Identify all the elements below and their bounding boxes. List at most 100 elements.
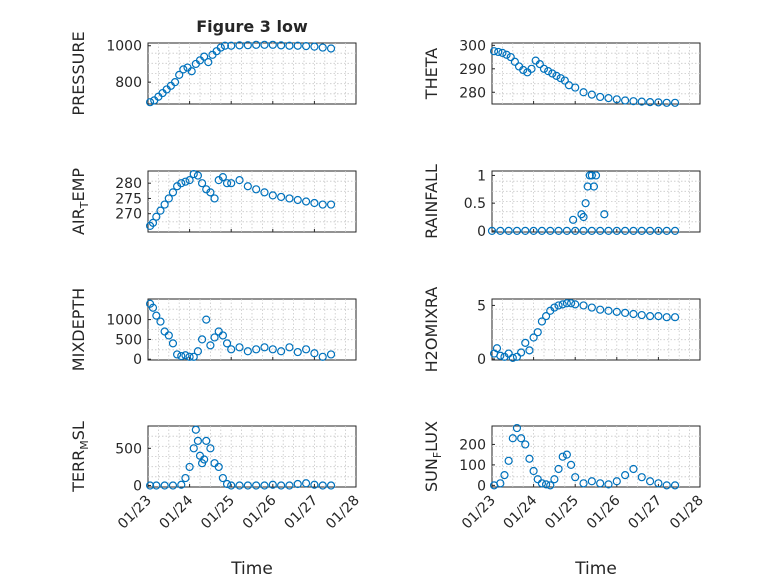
data-point bbox=[552, 71, 561, 80]
data-point bbox=[535, 60, 544, 69]
data-point bbox=[508, 434, 517, 443]
data-point bbox=[492, 344, 502, 353]
data-point bbox=[318, 352, 327, 361]
data-point bbox=[170, 78, 180, 87]
data-point bbox=[197, 335, 207, 344]
data-point bbox=[301, 345, 311, 354]
data-point bbox=[662, 481, 671, 490]
data-point bbox=[235, 343, 244, 352]
data-point bbox=[206, 444, 215, 453]
data-point bbox=[487, 226, 497, 235]
chart-title: Figure 3 low bbox=[196, 17, 308, 36]
data-point bbox=[293, 41, 302, 50]
data-point bbox=[496, 351, 505, 360]
data-point bbox=[293, 195, 302, 205]
y-tick-label: 800 bbox=[115, 75, 142, 91]
data-point bbox=[645, 226, 655, 235]
data-point bbox=[517, 434, 526, 443]
data-point bbox=[189, 444, 198, 453]
data-point bbox=[148, 303, 158, 312]
data-point bbox=[243, 481, 252, 490]
data-point bbox=[277, 347, 286, 356]
data-point bbox=[185, 176, 194, 185]
plot-area bbox=[491, 170, 701, 233]
y-tick-label: 200 bbox=[459, 437, 486, 453]
data-point bbox=[152, 311, 161, 320]
data-point bbox=[496, 226, 505, 235]
data-point bbox=[164, 194, 173, 203]
data-point bbox=[210, 333, 219, 342]
data-point bbox=[218, 173, 227, 182]
data-point bbox=[558, 300, 567, 309]
data-point bbox=[629, 309, 638, 319]
data-point bbox=[175, 70, 184, 79]
data-point bbox=[645, 312, 655, 321]
panel-terr-msl: 0 500 01/23 01/24 01/25 01/26 01/27 01/28 TERRMS… bbox=[69, 421, 363, 532]
data-point bbox=[268, 480, 277, 489]
data-point bbox=[560, 76, 569, 85]
y-tick-label: 290 bbox=[459, 62, 486, 78]
data-point bbox=[185, 462, 194, 472]
data-point bbox=[554, 301, 563, 310]
data-point bbox=[544, 67, 553, 76]
data-point bbox=[589, 182, 599, 191]
data-point bbox=[629, 97, 638, 106]
y-tick-label: 300 bbox=[459, 38, 486, 54]
data-point bbox=[587, 477, 596, 486]
data-point bbox=[600, 210, 609, 219]
plot-area bbox=[491, 298, 701, 361]
data-point bbox=[537, 317, 547, 326]
data-point bbox=[268, 345, 277, 354]
data-point bbox=[554, 226, 563, 235]
data-point bbox=[189, 169, 198, 179]
data-point bbox=[541, 480, 551, 489]
data-point bbox=[654, 98, 663, 107]
data-point bbox=[193, 436, 203, 445]
x-tick-label: 01/27 bbox=[281, 493, 321, 533]
data-point bbox=[227, 41, 236, 50]
y-tick-label: 500 bbox=[115, 441, 142, 457]
data-point bbox=[562, 299, 571, 308]
data-point bbox=[556, 74, 565, 83]
data-point bbox=[218, 331, 227, 340]
data-point bbox=[191, 425, 200, 434]
data-point bbox=[193, 347, 203, 356]
data-point bbox=[498, 48, 507, 57]
panel-pressure: 800 1000 PRESSURE bbox=[69, 31, 357, 116]
data-point bbox=[562, 226, 571, 235]
data-point bbox=[571, 473, 580, 482]
data-point bbox=[612, 477, 621, 486]
data-point bbox=[612, 226, 621, 235]
data-point bbox=[200, 52, 209, 61]
data-point bbox=[645, 477, 655, 486]
data-point bbox=[310, 198, 319, 208]
data-point bbox=[596, 305, 605, 314]
data-point bbox=[197, 179, 207, 188]
data-point bbox=[252, 40, 261, 49]
data-point bbox=[181, 473, 190, 483]
data-point bbox=[637, 473, 646, 482]
data-point bbox=[220, 41, 230, 50]
panel-rainfall: 0 0.5 1 RAINFALL bbox=[422, 164, 701, 240]
data-point bbox=[670, 313, 680, 322]
x-axis-label: Time bbox=[574, 559, 617, 579]
data-point bbox=[243, 41, 252, 50]
y-tick-label: 0 bbox=[477, 224, 486, 240]
y-axis-label: THETA bbox=[422, 48, 441, 100]
data-point bbox=[277, 192, 286, 202]
data-point bbox=[512, 352, 522, 361]
data-point bbox=[214, 462, 223, 472]
data-point bbox=[318, 481, 327, 490]
y-tick-label: 0 bbox=[133, 479, 142, 495]
data-point bbox=[152, 481, 161, 490]
data-point bbox=[202, 315, 211, 324]
data-point bbox=[200, 455, 209, 464]
data-point bbox=[662, 313, 671, 322]
y-tick-label: 275 bbox=[115, 191, 142, 207]
data-point bbox=[621, 96, 630, 105]
data-point bbox=[326, 200, 336, 209]
data-point bbox=[285, 194, 294, 203]
x-tick-label: 01/25 bbox=[542, 493, 582, 533]
